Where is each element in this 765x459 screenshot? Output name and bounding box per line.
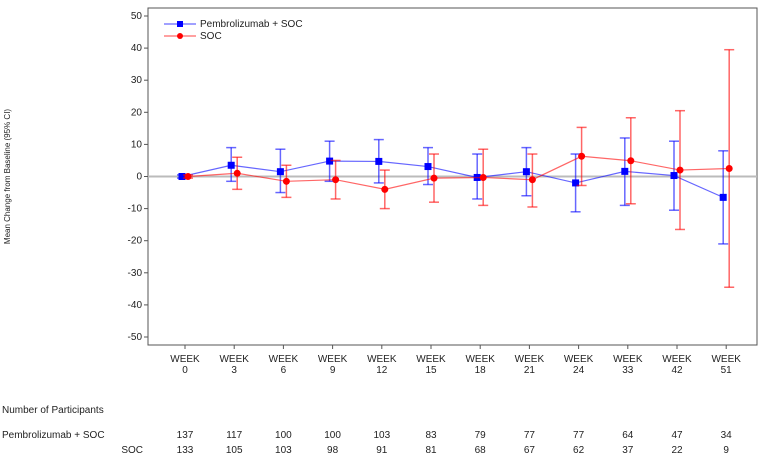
x-tick-label: WEEK: [564, 354, 594, 365]
participant-count: 37: [622, 445, 634, 456]
data-point: [375, 157, 383, 165]
participant-count: 100: [324, 430, 341, 441]
participant-count: 34: [721, 430, 733, 441]
data-point: [670, 172, 678, 180]
x-tick-label: 24: [573, 365, 585, 376]
data-point: [627, 157, 635, 165]
data-point: [528, 176, 536, 184]
participant-count: 68: [475, 445, 487, 456]
data-point: [227, 161, 235, 169]
x-tick-label: 33: [622, 365, 634, 376]
y-tick-label: -50: [128, 332, 143, 343]
series-line: [181, 160, 724, 198]
participant-count: 22: [671, 445, 683, 456]
data-point: [424, 163, 432, 171]
data-point: [621, 167, 629, 175]
data-point: [572, 179, 580, 187]
participant-count: 98: [327, 445, 339, 456]
data-point: [326, 157, 334, 165]
data-point: [381, 185, 389, 193]
participant-count: 103: [275, 445, 292, 456]
participant-count: 137: [177, 430, 194, 441]
participant-count: 79: [475, 430, 487, 441]
participant-count: 9: [723, 445, 729, 456]
x-tick-label: WEEK: [613, 354, 643, 365]
participant-count: 47: [671, 430, 683, 441]
x-tick-label: WEEK: [662, 354, 692, 365]
x-tick-label: WEEK: [219, 354, 249, 365]
participant-count: 77: [573, 430, 585, 441]
participant-count: 100: [275, 430, 292, 441]
x-tick-label: WEEK: [367, 354, 397, 365]
participant-count: 117: [226, 430, 242, 441]
data-point: [676, 166, 684, 174]
participant-count: 103: [373, 430, 390, 441]
participant-count: 83: [425, 430, 437, 441]
y-tick-label: 40: [131, 43, 143, 54]
x-tick-label: 12: [376, 365, 388, 376]
data-point: [479, 173, 487, 181]
y-tick-label: -30: [128, 268, 143, 279]
series-line: [187, 155, 730, 190]
x-tick-label: 9: [330, 365, 336, 376]
y-tick-label: -10: [128, 204, 143, 215]
data-point: [719, 193, 727, 201]
x-tick-label: 21: [524, 365, 536, 376]
data-point: [233, 169, 241, 177]
participant-count: 64: [622, 430, 634, 441]
data-point: [578, 152, 586, 160]
data-point: [184, 173, 192, 180]
x-tick-label: 42: [671, 365, 683, 376]
y-tick-label: 10: [131, 139, 143, 150]
participant-count: 91: [376, 445, 388, 456]
participant-count: 81: [425, 445, 437, 456]
legend-label: Pembrolizumab + SOC: [200, 19, 303, 30]
legend-label: SOC: [200, 31, 222, 42]
data-point: [725, 164, 733, 172]
y-tick-label: 20: [131, 107, 143, 118]
series-pembrolizumab-soc: Pembrolizumab + SOC: [164, 19, 729, 245]
y-tick-label: 0: [136, 172, 142, 183]
participants-heading: Number of Participants: [2, 405, 104, 416]
x-tick-label: WEEK: [416, 354, 446, 365]
y-tick-label: 30: [131, 75, 143, 86]
legend-marker: [177, 21, 183, 27]
participant-count: 105: [226, 445, 243, 456]
x-tick-label: 6: [281, 365, 287, 376]
participant-count: 77: [524, 430, 536, 441]
x-tick-label: WEEK: [170, 354, 200, 365]
data-point: [276, 168, 284, 176]
x-tick-label: WEEK: [318, 354, 348, 365]
x-tick-label: WEEK: [269, 354, 299, 365]
participant-count: 62: [573, 445, 585, 456]
y-tick-label: 50: [131, 11, 143, 22]
legend-marker: [177, 33, 183, 39]
x-tick-label: WEEK: [711, 354, 741, 365]
x-tick-label: 51: [721, 365, 733, 376]
data-point: [522, 168, 530, 176]
data-point: [282, 177, 290, 185]
x-tick-label: 18: [475, 365, 487, 376]
y-tick-label: -20: [128, 236, 143, 247]
series-soc: SOC: [164, 31, 735, 288]
data-point: [332, 176, 340, 184]
y-tick-label: -40: [128, 300, 143, 311]
participant-count: 133: [177, 445, 194, 456]
x-tick-label: 3: [231, 365, 237, 376]
participants-row-pembrolizumab: Pembrolizumab + SOC: [2, 430, 142, 441]
participant-count: 67: [524, 445, 536, 456]
data-point: [178, 173, 186, 180]
data-point: [430, 174, 438, 182]
x-tick-label: WEEK: [515, 354, 545, 365]
x-tick-label: 0: [182, 365, 188, 376]
x-tick-label: WEEK: [465, 354, 495, 365]
x-tick-label: 15: [425, 365, 437, 376]
row-label: SOC: [121, 445, 143, 456]
y-axis-label: Mean Change from Baseline (95% CI): [3, 109, 12, 245]
row-label: Pembrolizumab + SOC: [2, 430, 105, 441]
participants-row-soc: SOC: [0, 445, 143, 456]
